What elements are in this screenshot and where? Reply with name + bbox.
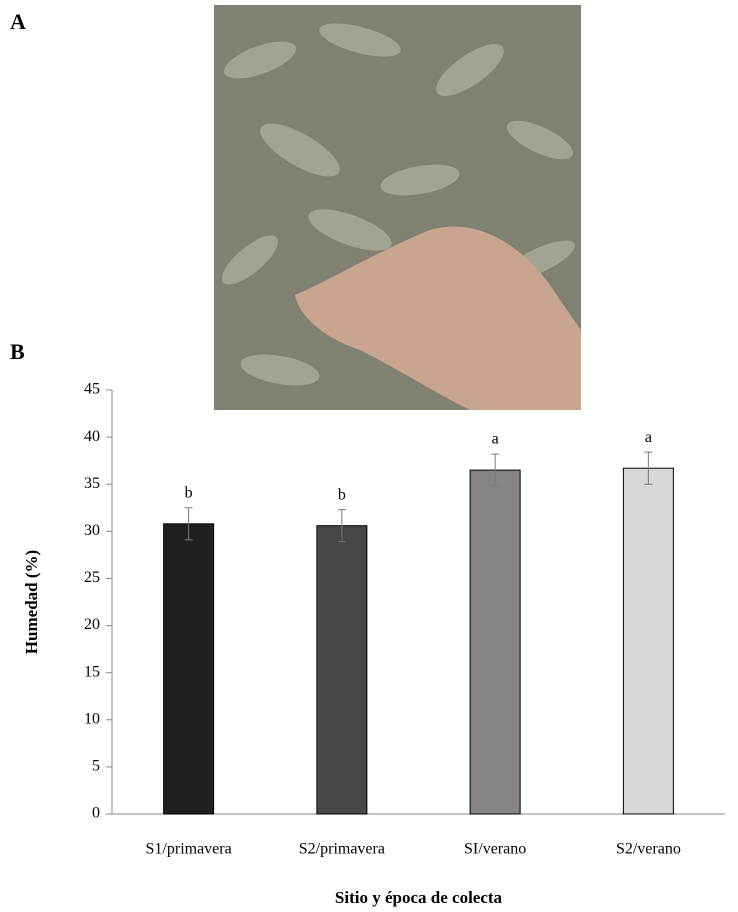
annotation: b (185, 484, 193, 501)
page: A B 0 5 10 15 20 25 30 35 40 45 Humedad (%) Sitio y… (0, 0, 738, 912)
y-tick-label: 25 (84, 569, 100, 586)
y-tick-label: 0 (92, 805, 100, 822)
x-axis-title: Sitio y época de colecta (335, 888, 503, 907)
bar (317, 526, 367, 814)
figure: A B 0 5 10 15 20 25 30 35 40 45 Humedad (%) Sitio y… (0, 0, 738, 912)
x-tick-label: S2/verano (616, 841, 681, 858)
annotation: a (492, 431, 499, 448)
annotation: a (645, 429, 652, 446)
x-tick-label: S2/primavera (299, 841, 385, 858)
bar (164, 524, 214, 814)
x-tick-label: SI/verano (464, 841, 526, 858)
y-tick-label: 5 (92, 758, 100, 775)
y-tick-label: 15 (84, 663, 100, 680)
panel-label: B (10, 339, 25, 364)
y-tick-label: 40 (84, 428, 100, 445)
y-tick-label: 20 (84, 616, 100, 633)
bar (623, 468, 673, 814)
y-axis-title: Humedad (%) (22, 550, 41, 654)
x-tick-label: S1/primavera (146, 841, 232, 858)
photo (214, 5, 581, 410)
y-tick-label: 35 (84, 475, 100, 492)
bar (470, 470, 520, 814)
annotation: b (338, 486, 346, 503)
y-tick-label: 45 (84, 381, 100, 398)
y-tick-label: 30 (84, 522, 100, 539)
panel-label: A (10, 9, 26, 34)
y-tick-label: 10 (84, 710, 100, 727)
